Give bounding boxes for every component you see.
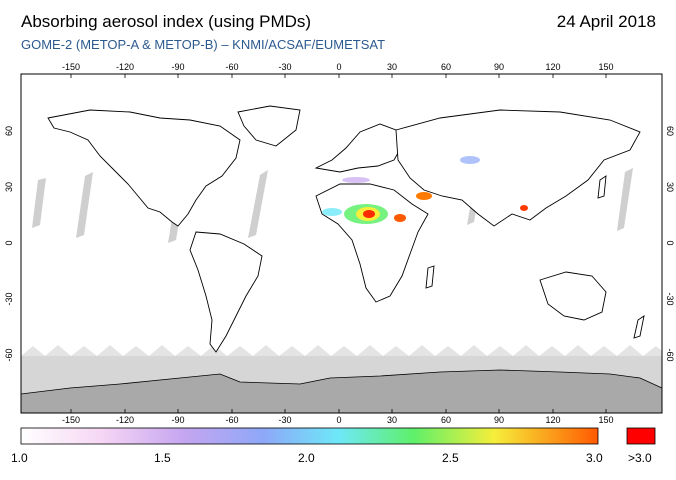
colorbar-over-swatch bbox=[626, 427, 656, 445]
polar-sawtooth-edge bbox=[21, 345, 662, 356]
lon-label-bottom: -60 bbox=[225, 415, 238, 425]
new-zealand bbox=[633, 315, 645, 339]
lon-label-bottom: -150 bbox=[62, 415, 80, 425]
colorbar-label: 1.5 bbox=[154, 451, 171, 465]
lon-label-top: -30 bbox=[278, 62, 291, 72]
map-date: 24 April 2018 bbox=[556, 12, 656, 31]
africa bbox=[315, 183, 429, 303]
lon-label-bottom: 0 bbox=[336, 415, 341, 425]
lat-label-right: 0 bbox=[665, 240, 675, 245]
lon-label-top: -150 bbox=[62, 62, 80, 72]
lon-label-bottom: 120 bbox=[545, 415, 560, 425]
lat-label-left: 0 bbox=[4, 240, 14, 245]
colorbar-over-label: >3.0 bbox=[628, 451, 652, 465]
lat-labels-left: 60 30 0 -30 -60 bbox=[4, 126, 14, 362]
lat-label-left: 60 bbox=[4, 126, 14, 136]
lon-label-top: 0 bbox=[336, 62, 341, 72]
lat-label-right: 60 bbox=[665, 126, 675, 136]
continent-outlines bbox=[47, 105, 645, 353]
south-america bbox=[189, 231, 263, 353]
lat-label-left: -30 bbox=[4, 292, 14, 305]
lon-label-top: 120 bbox=[545, 62, 560, 72]
colorbar-label: 3.0 bbox=[586, 451, 603, 465]
lat-label-left: 30 bbox=[4, 182, 14, 192]
asia bbox=[395, 109, 641, 227]
madagascar bbox=[425, 265, 435, 289]
colorbar-label: 1.0 bbox=[11, 451, 28, 465]
lon-label-top: -90 bbox=[171, 62, 184, 72]
lon-label-bottom: 90 bbox=[494, 415, 504, 425]
lon-labels-bottom: -150 -120 -90 -60 -30 0 30 60 90 120 150 bbox=[62, 415, 614, 425]
lon-label-top: 150 bbox=[598, 62, 613, 72]
lon-label-top: -60 bbox=[225, 62, 238, 72]
map-subtitle: GOME-2 (METOP-A & METOP-B) – KNMI/ACSAF/… bbox=[21, 37, 386, 52]
greenland bbox=[237, 105, 301, 147]
lat-labels-right: 60 30 0 -30 -60 bbox=[665, 126, 675, 362]
lon-label-bottom: -30 bbox=[278, 415, 291, 425]
japan bbox=[597, 175, 607, 199]
lon-label-bottom: 30 bbox=[387, 415, 397, 425]
lon-labels-top: -150 -120 -90 -60 -30 0 30 60 90 120 150 bbox=[62, 62, 614, 72]
colorbar-label: 2.5 bbox=[442, 451, 459, 465]
map-frame bbox=[20, 73, 663, 414]
lat-label-right: 30 bbox=[665, 182, 675, 192]
colorbar-gradient bbox=[20, 427, 599, 445]
lat-label-right: -30 bbox=[665, 292, 675, 305]
aerosol-plumes bbox=[322, 156, 528, 224]
lon-label-bottom: 60 bbox=[441, 415, 451, 425]
australia bbox=[539, 271, 607, 321]
lon-label-bottom: -90 bbox=[171, 415, 184, 425]
lon-label-top: 60 bbox=[441, 62, 451, 72]
map-title: Absorbing aerosol index (using PMDs) bbox=[21, 12, 312, 31]
colorbar-label: 2.0 bbox=[298, 451, 315, 465]
lat-label-right: -60 bbox=[665, 348, 675, 361]
lon-label-bottom: 150 bbox=[598, 415, 613, 425]
north-america bbox=[47, 109, 241, 227]
lat-label-left: -60 bbox=[4, 348, 14, 361]
lon-label-bottom: -120 bbox=[116, 415, 134, 425]
lon-label-top: 30 bbox=[387, 62, 397, 72]
lon-label-top: 90 bbox=[494, 62, 504, 72]
lon-tick-marks bbox=[70, 74, 607, 413]
lon-label-top: -120 bbox=[116, 62, 134, 72]
